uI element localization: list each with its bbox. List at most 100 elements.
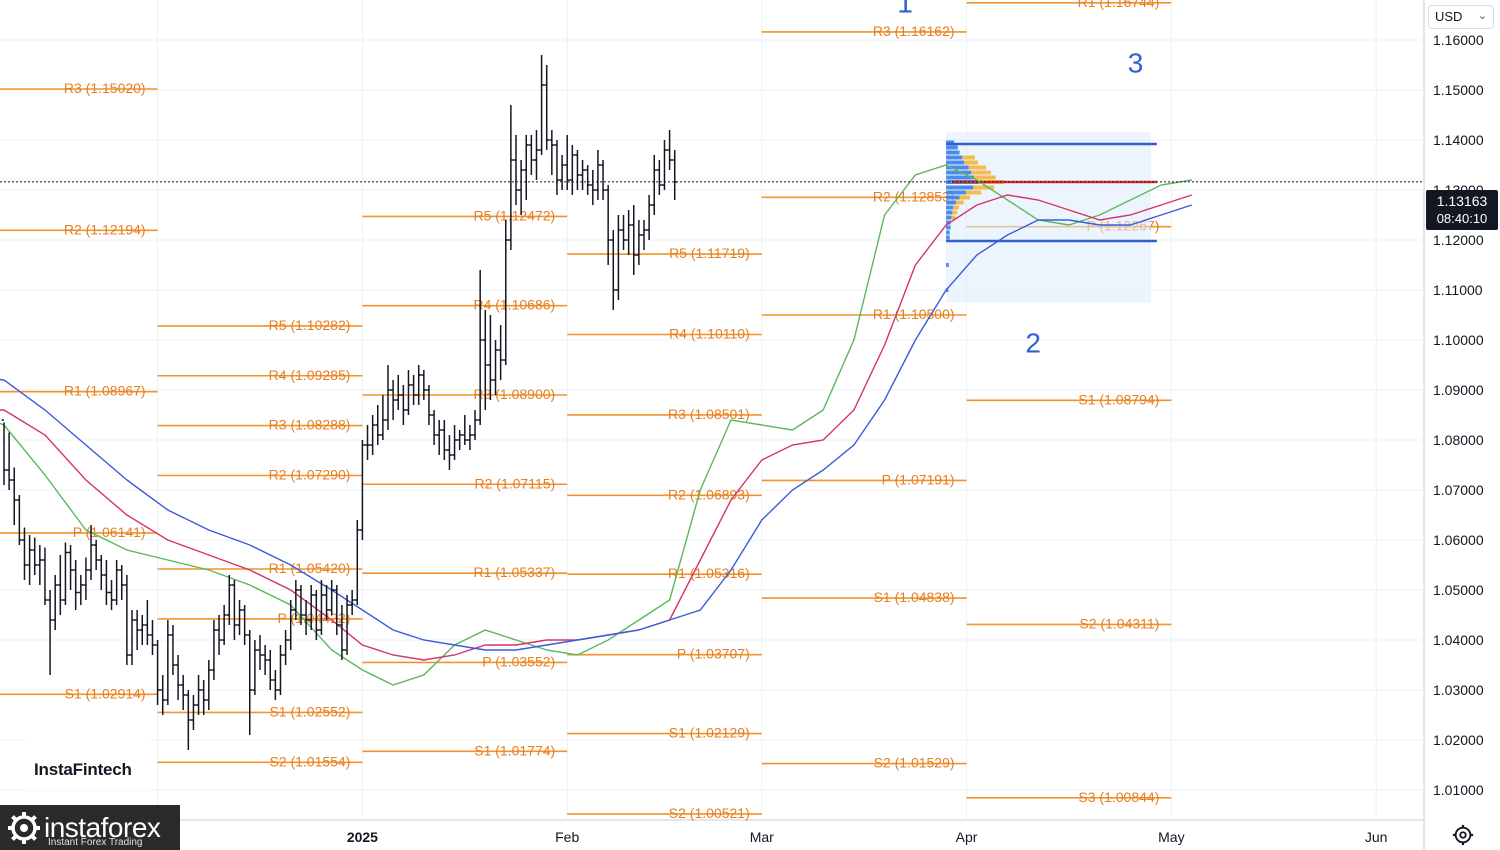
wave-label: 2 [1025,328,1041,359]
ohlc-bar [421,370,427,400]
volume-profile-bar-up [973,175,996,180]
ohlc-bar [11,467,17,525]
ohlc-bar [513,135,519,205]
ohlc-bar [493,340,499,395]
ohlc-bar [359,440,365,540]
ohlc-bar [600,160,606,200]
pivot-level-label: R4 (1.10686) [473,297,555,313]
ohlc-bar [78,575,84,605]
pivot-level-label: P (1.03552) [482,653,555,669]
y-tick-label: 1.08000 [1433,432,1484,448]
instaforex-logo-icon [8,812,40,844]
ohlc-bar [1,419,7,485]
pivot-level-label: R1 (1.10500) [873,306,955,322]
volume-profile-bar [946,165,969,170]
pivot-level-label: R5 (1.11719) [669,245,750,261]
ohlc-bar [549,130,555,175]
ohlc-bar [277,645,283,695]
volume-profile-bar [946,150,960,155]
volume-profile-bar [946,175,974,180]
ohlc-bar [267,650,273,690]
pivot-level-label: R2 (1.12853) [873,188,955,204]
pivot-level-label: R2 (1.06893) [668,486,750,502]
x-tick-label: May [1158,829,1184,845]
pivot-level-label: P (1.03707) [677,646,750,662]
pivot-level-label: S1 (1.01774) [474,742,555,758]
ohlc-bar [37,545,43,585]
volume-profile-bar-up [971,170,991,175]
volume-profile-bar-up [968,165,987,170]
ohlc-bar [288,600,294,650]
ohlc-bar [385,365,391,430]
ohlc-bar [482,310,488,410]
pivot-level-label: R3 (1.08288) [269,417,351,433]
pivot-level-label: P (1.04422) [277,610,350,626]
pivot-level-label: R2 (1.07290) [269,467,351,483]
ohlc-bar [564,135,570,190]
wave-label: 3 [1128,48,1144,79]
ohlc-bar [462,415,468,445]
ohlc-bar [190,695,196,730]
ohlc-bar [539,55,545,155]
volume-profile-bar [946,215,952,220]
ohlc-bar [365,425,371,460]
ohlc-bar [293,580,299,620]
pivot-level-label: R3 (1.16162) [873,23,955,39]
ohlc-bar [170,625,176,675]
volume-profile-bar [946,225,951,230]
instaforex-tagline: Instant Forex Trading [48,837,143,848]
ohlc-bar [621,215,627,250]
chevron-down-icon[interactable]: ⌄ [1477,10,1487,22]
volume-profile-bar [946,263,949,267]
ohlc-bar [303,600,309,635]
ohlc-bar [498,325,504,380]
ohlc-bar [518,160,524,215]
ohlc-bar [134,610,140,650]
ohlc-bar [436,420,442,455]
pivot-level-label: S2 (1.01529) [874,755,955,771]
ohlc-bar [467,425,473,450]
ohlc-bar [472,410,478,440]
ohlc-bar [554,140,560,195]
ohlc-bar [313,590,319,640]
ohlc-bar [477,270,483,425]
y-tick-label: 1.05000 [1433,582,1484,598]
ohlc-bar [103,560,109,605]
y-tick-label: 1.14000 [1433,132,1484,148]
volume-profile-area [946,132,1151,303]
pivot-level-label: S2 (1.04311) [1079,615,1159,631]
currency-selector[interactable]: USD ⌄ [1428,5,1494,29]
ohlc-bar [27,535,33,585]
pivot-level-label: S2 (1.01554) [269,753,350,769]
instaforex-name: instaforex [44,812,161,843]
ohlc-bar [605,185,611,265]
ohlc-bar [318,580,324,635]
volume-profile-bar [946,230,950,235]
ohlc-bar [237,600,243,635]
ohlc-bar [272,670,278,700]
pivot-level-label: R3 (1.08501) [668,406,750,422]
ohlc-bar [452,425,458,460]
ohlc-bar [175,655,181,700]
ohlc-bar [426,385,432,425]
y-tick-label: 1.12000 [1433,232,1484,248]
y-tick-label: 1.11000 [1433,282,1483,298]
volume-profile-bar [946,205,954,210]
gear-icon[interactable] [1452,824,1474,846]
ohlc-bar [21,527,27,580]
instaforex-watermark: instaforex Instant Forex Trading [0,805,180,850]
ohlc-bar [446,435,452,470]
ohlc-bar [457,430,463,450]
ohlc-bar [354,520,360,605]
ohlc-bar [216,615,222,655]
bar-countdown: 08:40:10 [1436,211,1488,226]
ohlc-bar [395,375,401,410]
pivot-level-label: R2 (1.12194) [64,221,146,237]
currency-label: USD [1435,9,1463,24]
volume-profile-bar [946,185,974,190]
ohlc-bar [324,585,330,620]
ohlc-bar [180,675,186,710]
volume-profile-bar-up [953,205,959,210]
